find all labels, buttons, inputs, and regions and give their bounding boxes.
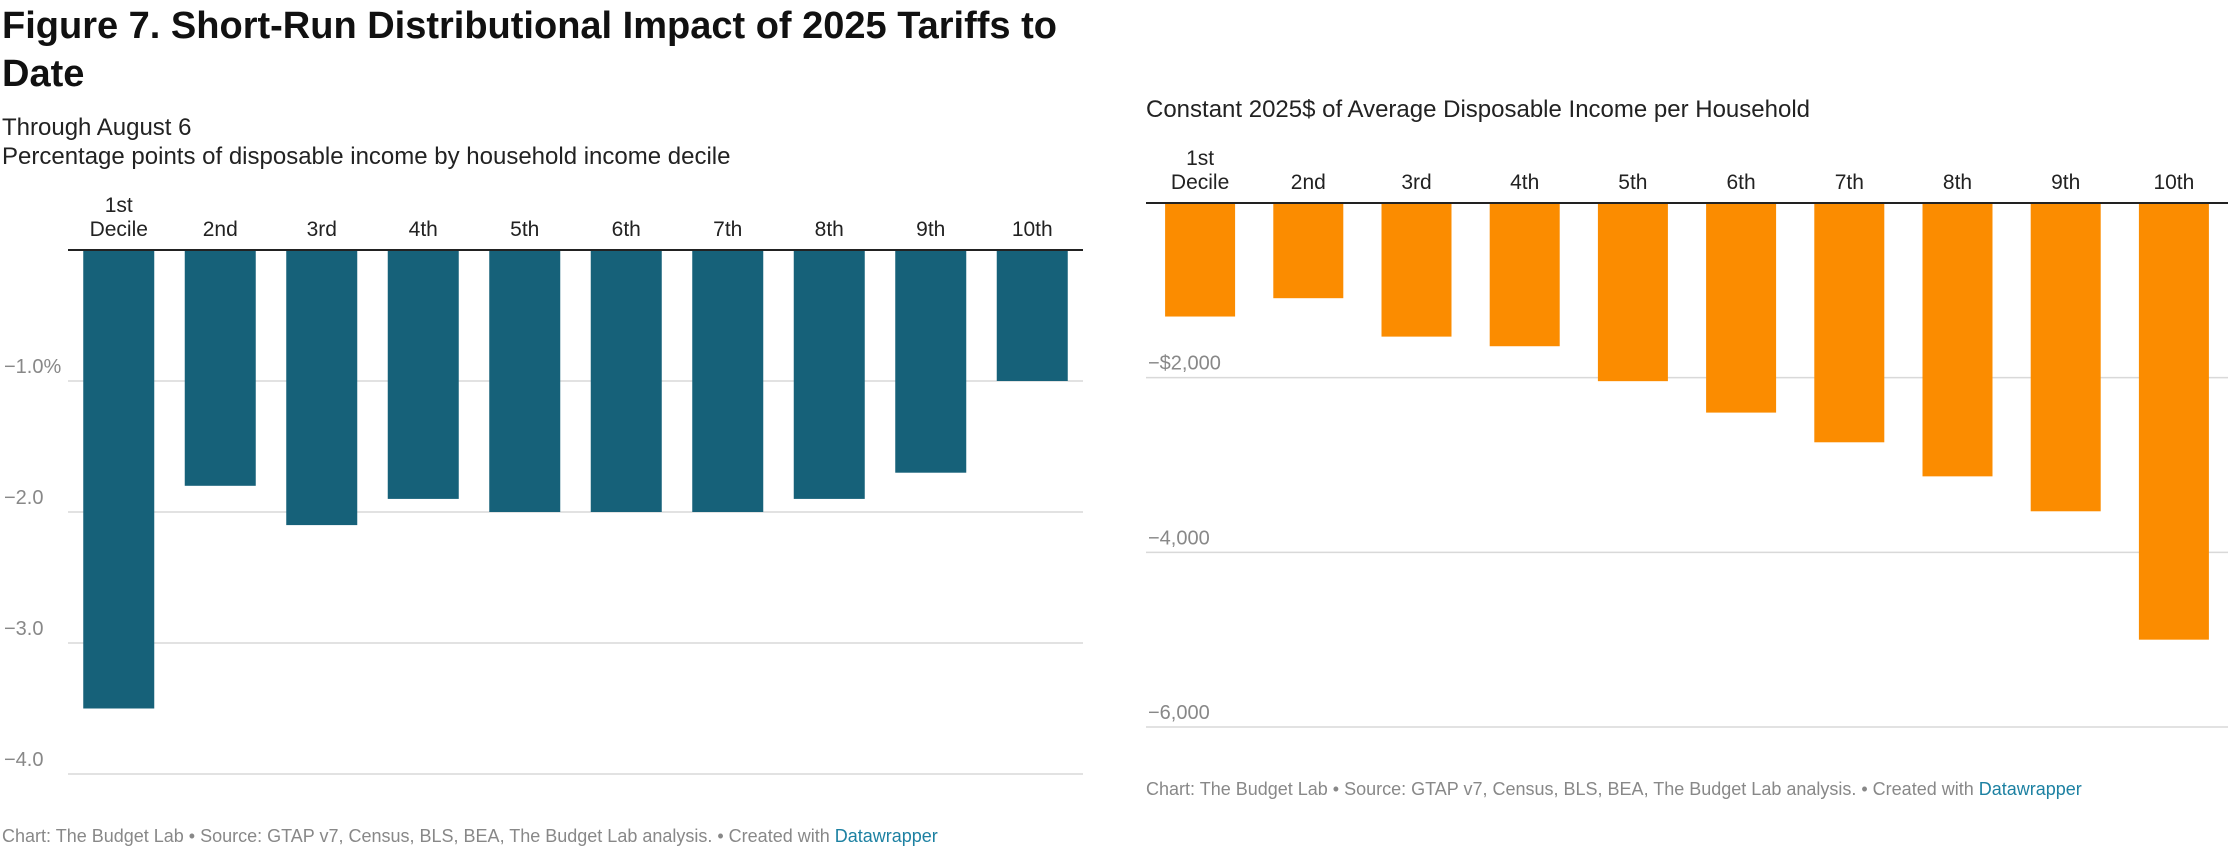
y-tick-label: −4.0 [4, 749, 43, 771]
datawrapper-link[interactable]: Datawrapper [1978, 779, 2082, 799]
datawrapper-link[interactable]: Datawrapper [834, 826, 938, 846]
bar-9th [2030, 203, 2101, 512]
footer-credit-text: Chart: The Budget Lab • Source: GTAP v7,… [2, 826, 835, 846]
y-tick-label: −3.0 [4, 618, 43, 640]
footer-credit-text: Chart: The Budget Lab • Source: GTAP v7,… [1146, 779, 1979, 799]
bar-8th [1922, 203, 1993, 477]
category-label: 5th [510, 218, 539, 241]
bar-2nd [1273, 203, 1344, 299]
bar-4th [1489, 203, 1560, 347]
chart-right-title: Constant 2025$ of Average Disposable Inc… [1146, 96, 1810, 123]
figure-title: Figure 7. Short-Run Distributional Impac… [2, 5, 1057, 95]
y-tick-label: −1.0% [4, 356, 61, 378]
bar-10th [996, 250, 1068, 381]
bar-6th [1706, 203, 1777, 413]
bar-4th [387, 250, 459, 499]
y-tick-label: −$2,000 [1148, 353, 1221, 375]
category-label: 1st Decile [90, 194, 148, 241]
bar-1st [1165, 203, 1236, 317]
category-label: 9th [916, 218, 945, 241]
bar-3rd [1381, 203, 1452, 337]
chart-left-footer: Chart: The Budget Lab • Source: GTAP v7,… [2, 826, 938, 847]
chart-subtitle-units: Percentage points of disposable income b… [2, 143, 731, 170]
category-label: 10th [1012, 218, 1053, 241]
y-tick-label: −6,000 [1148, 702, 1210, 724]
category-label: 4th [1510, 171, 1539, 194]
category-label: 5th [1618, 171, 1647, 194]
bar-7th [1814, 203, 1885, 443]
category-label: 9th [2051, 171, 2080, 194]
category-label: 4th [409, 218, 438, 241]
category-label: 3rd [1401, 171, 1431, 194]
category-label: 8th [815, 218, 844, 241]
chart-right-footer: Chart: The Budget Lab • Source: GTAP v7,… [1146, 779, 2082, 800]
category-label: 1st Decile [1171, 147, 1229, 194]
bar-5th [1597, 203, 1668, 382]
bar-3rd [286, 250, 358, 526]
category-label: 7th [713, 218, 742, 241]
bar-10th [2138, 203, 2209, 640]
bar-1st [83, 250, 155, 709]
chart-left-percent-income: −1.0% −2.0 −3.0 −4.0 1st Decile 2nd 3rd 4th 5th 6t… [4, 194, 1083, 775]
y-tick-label: −2.0 [4, 487, 43, 509]
category-label: 8th [1943, 171, 1972, 194]
category-label: 3rd [307, 218, 337, 241]
category-label: 2nd [203, 218, 238, 241]
bar-5th [489, 250, 561, 512]
chart-right-dollars: −$2,000 −4,000 −6,000 1st Decile 2nd 3rd 4th 5th… [1146, 147, 2228, 728]
chart-subtitle-date: Through August 6 [2, 114, 192, 141]
category-label: 7th [1835, 171, 1864, 194]
bar-7th [692, 250, 764, 512]
category-label: 6th [1726, 171, 1755, 194]
bar-9th [895, 250, 967, 473]
bar-2nd [184, 250, 256, 486]
y-tick-label: −4,000 [1148, 527, 1210, 549]
category-label: 6th [612, 218, 641, 241]
category-label: 10th [2153, 171, 2194, 194]
category-label: 2nd [1291, 171, 1326, 194]
bar-6th [590, 250, 662, 512]
bar-8th [793, 250, 865, 499]
